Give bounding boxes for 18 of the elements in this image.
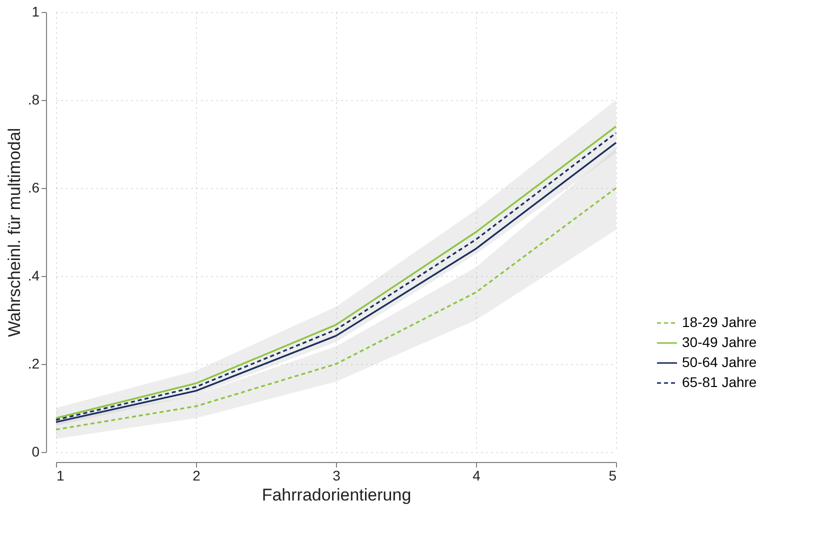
x-tick-label: 5 [608, 468, 617, 484]
legend-label: 65-81 Jahre [682, 374, 757, 390]
x-tick-label: 3 [332, 468, 341, 484]
x-tick-label: 1 [56, 468, 64, 484]
y-tick-label: 1 [32, 4, 40, 20]
y-tick-label: 0 [32, 444, 40, 460]
legend-label: 50-64 Jahre [682, 354, 757, 370]
legend-label: 30-49 Jahre [682, 334, 757, 350]
x-axis-title: Fahrradorientierung [262, 486, 412, 504]
y-axis-title: Wahrscheinl. für multimodal [4, 128, 24, 338]
y-tick-label: .8 [28, 92, 40, 108]
legend-label: 18-29 Jahre [682, 314, 757, 330]
y-tick-label: .4 [28, 268, 40, 284]
x-tick-label: 4 [472, 468, 481, 484]
y-tick-label: .6 [28, 180, 40, 196]
x-tick-label: 2 [192, 468, 201, 484]
line-series [55, 187, 617, 430]
y-tick-label: .2 [28, 356, 40, 372]
